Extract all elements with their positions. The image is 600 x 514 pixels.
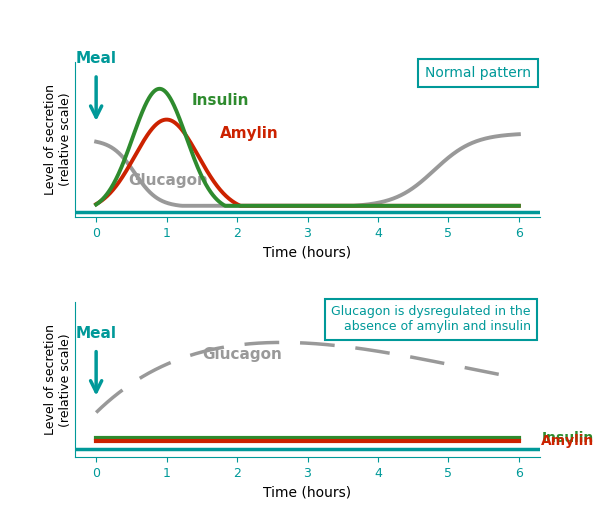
Text: Glucagon: Glucagon xyxy=(202,347,281,362)
X-axis label: Time (hours): Time (hours) xyxy=(263,486,352,500)
Text: Meal: Meal xyxy=(76,51,116,66)
Text: Glucagon: Glucagon xyxy=(128,173,208,188)
Y-axis label: Level of secretion
(relative scale): Level of secretion (relative scale) xyxy=(44,84,72,195)
Text: Insulin: Insulin xyxy=(541,431,593,445)
Text: Meal: Meal xyxy=(76,326,116,341)
Text: Insulin: Insulin xyxy=(191,93,249,108)
Text: Amylin: Amylin xyxy=(220,126,278,141)
Text: Glucagon is dysregulated in the
absence of amylin and insulin: Glucagon is dysregulated in the absence … xyxy=(331,305,531,334)
Text: Amylin: Amylin xyxy=(541,434,595,448)
Y-axis label: Level of secretion
(relative scale): Level of secretion (relative scale) xyxy=(44,324,72,435)
X-axis label: Time (hours): Time (hours) xyxy=(263,245,352,259)
Text: Normal pattern: Normal pattern xyxy=(425,66,531,80)
